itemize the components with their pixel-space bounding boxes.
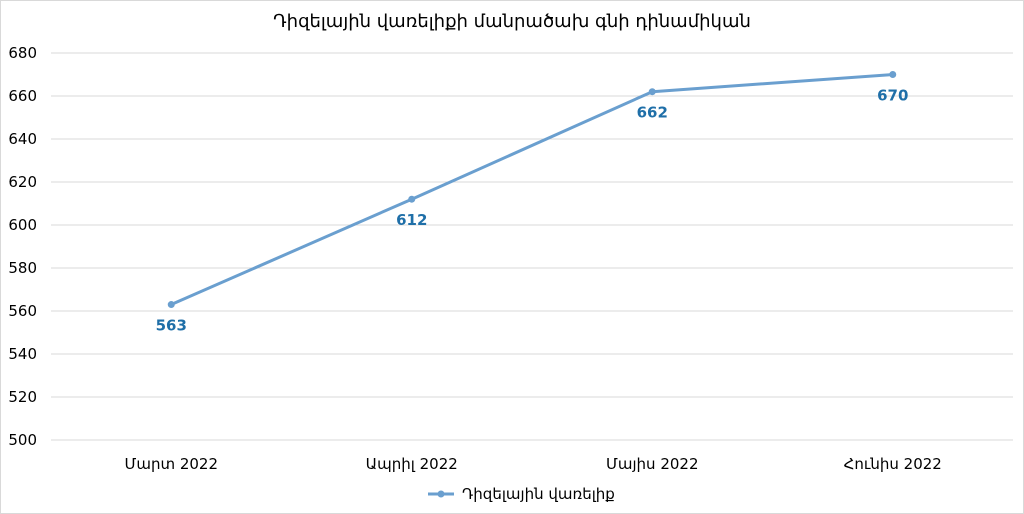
data-point [167, 301, 175, 309]
y-tick-label: 540 [8, 345, 37, 363]
y-tick-label: 660 [8, 87, 37, 105]
y-tick-label: 500 [8, 431, 37, 449]
data-label: 670 [877, 87, 908, 105]
y-tick-label: 520 [8, 388, 37, 406]
y-tick-label: 640 [8, 130, 37, 148]
series-line [169, 73, 895, 307]
legend-point-marker [437, 490, 445, 498]
axes: 500 520 540 560 580 600 620 640 660 680 Մարտ 2022 Ա… [8, 44, 942, 473]
x-tick-label: Մայիս 2022 [606, 455, 699, 473]
data-labels: 563 612 662 670 [156, 87, 909, 335]
y-tick-label: 600 [8, 216, 37, 234]
chart-title: Դիզելային վառելիքի մանրածախ գնի դինամիկա… [273, 11, 751, 32]
x-tick-label: Մարտ 2022 [124, 455, 218, 473]
series-layer [167, 71, 897, 309]
x-tick-label: Հունիս 2022 [844, 455, 942, 473]
y-tick-label: 680 [8, 44, 37, 62]
data-point [889, 71, 897, 78]
x-tick-label: Ապրիլ 2022 [366, 455, 458, 473]
data-point [648, 88, 656, 96]
data-label: 662 [637, 104, 668, 122]
data-label: 612 [396, 211, 427, 229]
gridlines [51, 52, 1013, 441]
data-point [408, 195, 416, 203]
legend: Դիզելային վառելիք [428, 485, 615, 503]
y-tick-label: 580 [8, 259, 37, 277]
legend-label: Դիզելային վառելիք [462, 485, 615, 503]
y-tick-label: 560 [8, 302, 37, 320]
y-tick-label: 620 [8, 173, 37, 191]
data-label: 563 [156, 317, 187, 335]
